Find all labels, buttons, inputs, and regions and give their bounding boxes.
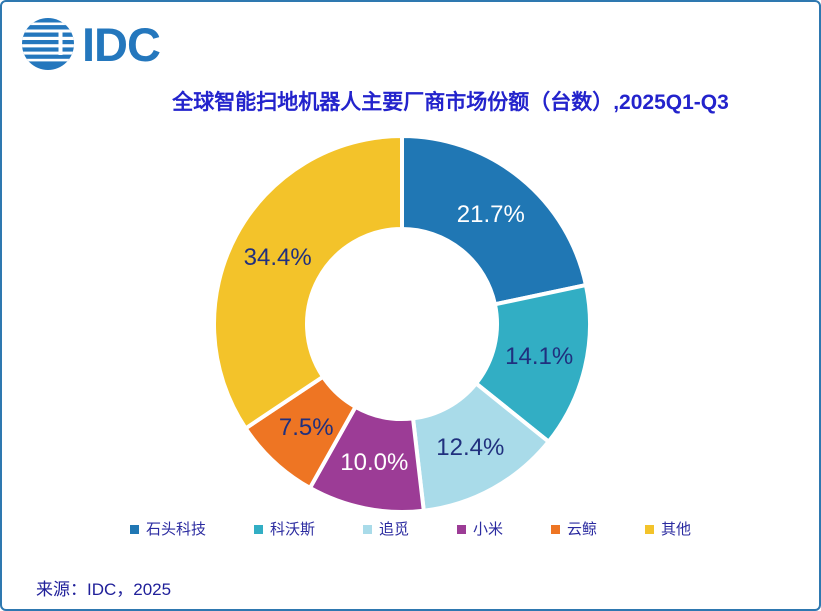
chart-legend: 石头科技 科沃斯 追觅 小米 云鲸 其他 [2,522,819,537]
pie-slice-其他 [212,134,404,431]
idc-logo: IDC [20,16,161,72]
legend-item-xiaomi: 小米 [457,522,503,537]
legend-label: 科沃斯 [269,521,315,538]
legend-swatch [253,525,263,534]
legend-item-kewosi: 科沃斯 [253,521,315,538]
slice-label-科沃斯: 14.1% [505,343,573,370]
legend-label: 云鲸 [567,521,598,538]
legend-swatch [457,525,466,534]
legend-label: 小米 [473,521,504,538]
slice-label-小米: 10.0% [340,449,408,476]
legend-label: 石头科技 [145,521,206,538]
slice-label-其他: 34.4% [244,244,312,271]
slice-label-追觅: 12.4% [436,434,504,461]
legend-item-qita: 其他 [645,522,691,537]
slice-label-云鲸: 7.5% [279,414,334,441]
idc-logo-text: IDC [82,17,161,71]
pie-slice-石头科技 [400,134,588,307]
legend-swatch [551,525,561,534]
legend-label: 其他 [661,521,692,538]
legend-item-zhuimi: 追觅 [362,521,409,538]
idc-globe-icon [22,18,74,70]
legend-swatch [645,525,655,534]
donut-chart: 21.7% 14.1% 12.4% 10.0%7.5% 34.4% [212,134,592,514]
legend-label: 追觅 [378,521,409,538]
legend-item-shitou: 石头科技 [129,521,206,538]
legend-swatch [362,525,372,534]
legend-item-yunjing: 云鲸 [551,522,597,537]
legend-swatch [129,525,139,534]
chart-title: 全球智能扫地机器人主要厂商市场份额（台数）,2025Q1-Q3 [172,91,729,114]
slice-label-石头科技: 21.7% [457,201,525,228]
source-note: 来源：IDC，2025 [36,580,172,599]
